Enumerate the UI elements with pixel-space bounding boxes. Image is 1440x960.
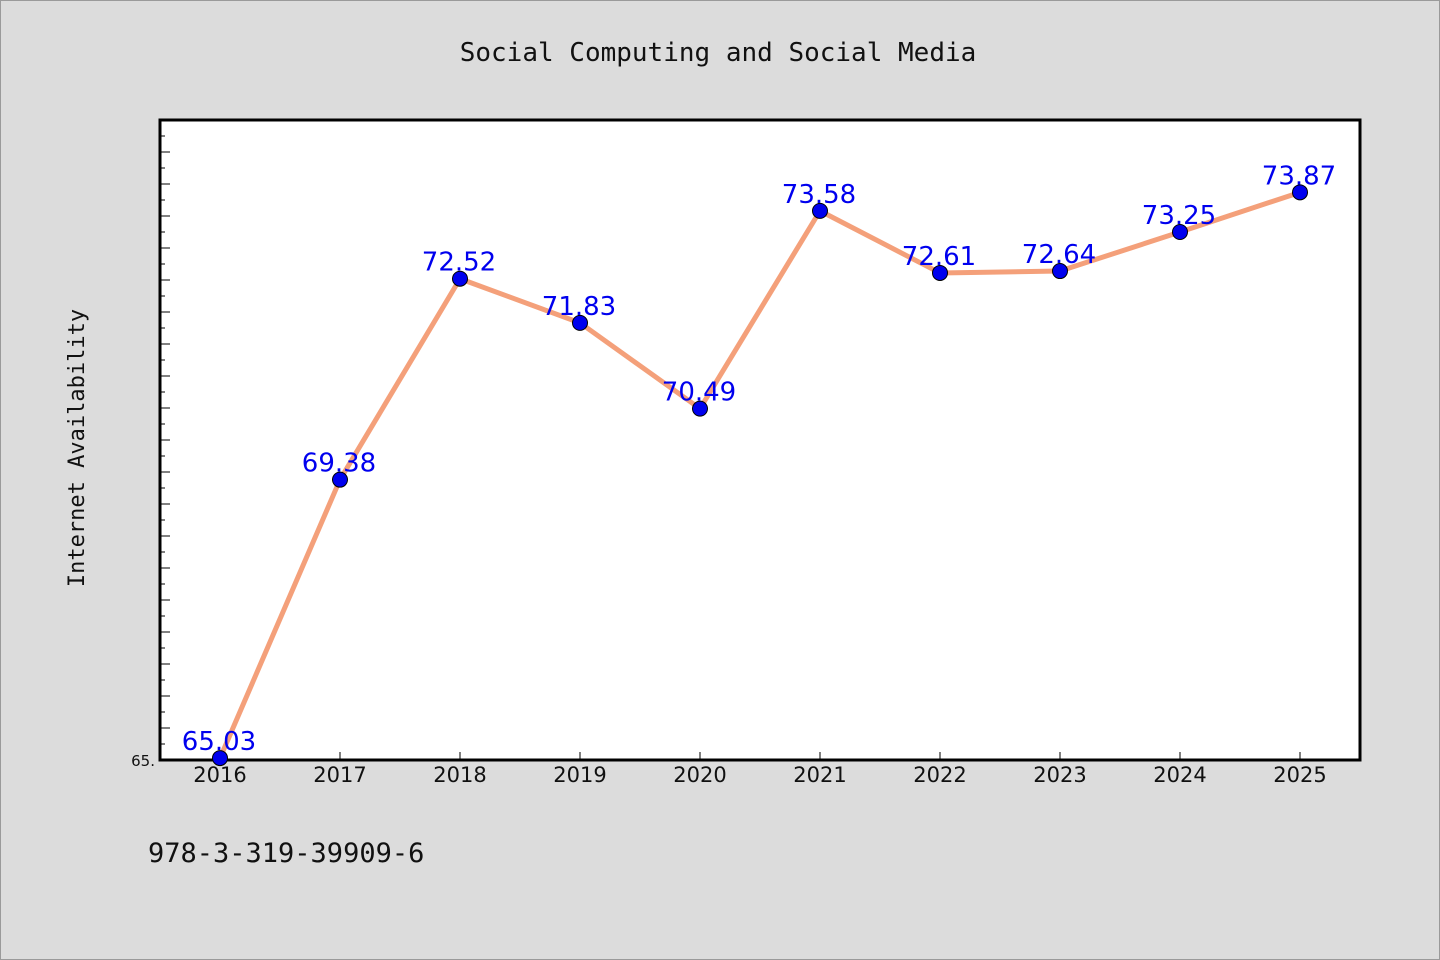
y-tick-label: 65. bbox=[131, 752, 155, 770]
data-point bbox=[212, 750, 228, 767]
x-tick-label: 2024 bbox=[1153, 763, 1206, 787]
data-point bbox=[812, 202, 828, 219]
data-point bbox=[332, 471, 348, 488]
data-label: 73.58 bbox=[782, 180, 856, 210]
data-label: 72.61 bbox=[902, 242, 976, 272]
data-point bbox=[572, 314, 588, 331]
data-labels: 65.03 69.38 72.52 71.83 70.49 73.58 72.61 72.64… bbox=[182, 161, 1336, 757]
x-tick-label: 2018 bbox=[433, 763, 486, 787]
chart-title: Social Computing and Social Media bbox=[460, 38, 977, 68]
plot-area bbox=[158, 118, 1362, 762]
data-point bbox=[1292, 184, 1308, 201]
x-tick-label: 2021 bbox=[793, 763, 846, 787]
x-tick-label: 2020 bbox=[673, 763, 726, 787]
data-label: 72.52 bbox=[422, 248, 496, 278]
y-axis-label: Internet Availability bbox=[65, 309, 90, 587]
x-tick-label: 2025 bbox=[1273, 763, 1326, 787]
data-label: 72.64 bbox=[1022, 240, 1096, 270]
data-label: 69.38 bbox=[302, 449, 376, 479]
x-tick-label: 2023 bbox=[1033, 763, 1086, 787]
series-line bbox=[217, 189, 1303, 761]
data-point bbox=[692, 400, 708, 417]
data-point bbox=[1052, 263, 1068, 280]
data-point bbox=[932, 264, 948, 281]
data-label: 71.83 bbox=[542, 292, 616, 322]
data-point bbox=[1172, 224, 1188, 240]
y-axis-ticks bbox=[160, 119, 170, 761]
x-tick-label: 2017 bbox=[313, 763, 366, 787]
series-markers bbox=[212, 184, 1308, 767]
x-tick-label: 2016 bbox=[193, 763, 246, 787]
x-tick-label: 2019 bbox=[553, 763, 606, 787]
x-tick-labels: 2016 2017 2018 2019 2020 2021 2022 2023 2024 2025 bbox=[193, 763, 1326, 787]
data-point bbox=[452, 270, 468, 287]
isbn-text: 978-3-319-39909-6 bbox=[148, 838, 424, 869]
data-label: 65.03 bbox=[182, 727, 256, 757]
x-tick-label: 2022 bbox=[913, 763, 966, 787]
data-label: 73.87 bbox=[1262, 161, 1336, 191]
data-label: 70.49 bbox=[662, 378, 736, 408]
data-label: 73.25 bbox=[1142, 201, 1216, 231]
